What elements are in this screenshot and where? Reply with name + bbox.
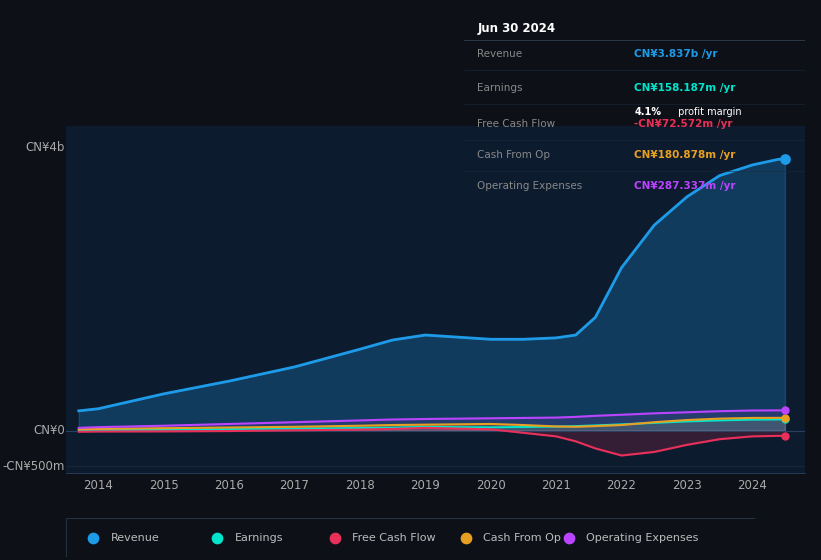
Text: Revenue: Revenue [478, 49, 523, 59]
Point [328, 533, 342, 542]
Text: CN¥0: CN¥0 [34, 424, 65, 437]
Point [459, 533, 472, 542]
Point [778, 415, 791, 424]
Text: Free Cash Flow: Free Cash Flow [352, 533, 435, 543]
Text: profit margin: profit margin [675, 107, 741, 117]
Text: Earnings: Earnings [235, 533, 283, 543]
Text: 4.1%: 4.1% [635, 107, 661, 117]
Point [778, 413, 791, 422]
Text: Jun 30 2024: Jun 30 2024 [478, 22, 556, 35]
Text: -CN¥500m: -CN¥500m [2, 460, 65, 473]
Text: Earnings: Earnings [478, 82, 523, 92]
Text: Revenue: Revenue [111, 533, 159, 543]
Point [211, 533, 224, 542]
Text: Cash From Op: Cash From Op [483, 533, 561, 543]
Text: Cash From Op: Cash From Op [478, 150, 551, 160]
Text: -CN¥72.572m /yr: -CN¥72.572m /yr [635, 119, 732, 129]
Point [778, 406, 791, 415]
Text: CN¥4b: CN¥4b [25, 141, 65, 154]
Text: Free Cash Flow: Free Cash Flow [478, 119, 556, 129]
Text: CN¥180.878m /yr: CN¥180.878m /yr [635, 150, 736, 160]
Text: Operating Expenses: Operating Expenses [478, 181, 583, 192]
Text: Operating Expenses: Operating Expenses [586, 533, 699, 543]
Text: CN¥3.837b /yr: CN¥3.837b /yr [635, 49, 718, 59]
Text: CN¥287.337m /yr: CN¥287.337m /yr [635, 181, 736, 192]
Point [87, 533, 100, 542]
Point [778, 431, 791, 440]
Point [778, 155, 791, 164]
Text: CN¥158.187m /yr: CN¥158.187m /yr [635, 82, 736, 92]
Point [562, 533, 576, 542]
